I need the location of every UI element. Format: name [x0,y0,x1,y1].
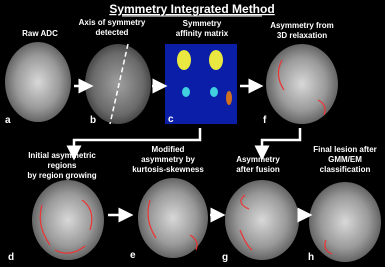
caption: classification [320,165,371,174]
caption: by region growing [27,171,96,180]
caption: after fusion [236,165,280,174]
caption: Modified [152,145,185,154]
caption: Raw ADC [22,29,58,38]
lesion-outline [239,194,253,251]
title: Symmetry Integrated Method [109,2,274,16]
lesion-outline [277,59,326,116]
caption: regions [48,161,77,170]
image-a [5,42,71,122]
caption: kurtosis-skewness [132,165,204,174]
caption: Axis of symmetry [79,18,146,27]
caption: affinity matrix [176,29,229,38]
lesion-outline [39,199,93,254]
panel-letter: e [130,250,136,261]
panel-letter: g [222,252,228,263]
panel-letter: b [90,115,96,126]
image-g [225,180,299,260]
caption: Asymmetry from [270,21,334,30]
panel-letter: d [8,252,14,263]
panel-letter: f [263,115,267,126]
symmetry-axis [109,43,129,125]
hotspot [182,87,190,97]
caption: 3D relaxation [277,31,327,40]
image-f [266,44,338,124]
image-d [32,180,104,260]
hotspot [209,50,223,70]
panel-letter: c [168,114,174,125]
panel-letter: a [5,115,11,126]
hotspot [177,50,191,70]
image-h [309,182,381,262]
hotspot [210,87,218,97]
image-b [85,44,151,124]
lesion-outline [324,239,333,255]
image-c [165,44,237,124]
caption: detected [96,28,129,37]
arrow [254,128,302,161]
caption: asymmetry by [141,155,195,164]
panel-letter: h [308,252,314,263]
caption: Initial asymmetric [28,151,96,160]
caption: Symmetry [183,19,222,28]
caption: Asymmetry [236,155,280,164]
caption: Final lesion after [313,145,377,154]
arrow [66,128,202,161]
hotspot [226,91,232,105]
caption: GMM/EM [328,155,362,164]
lesion-outline [147,199,198,251]
